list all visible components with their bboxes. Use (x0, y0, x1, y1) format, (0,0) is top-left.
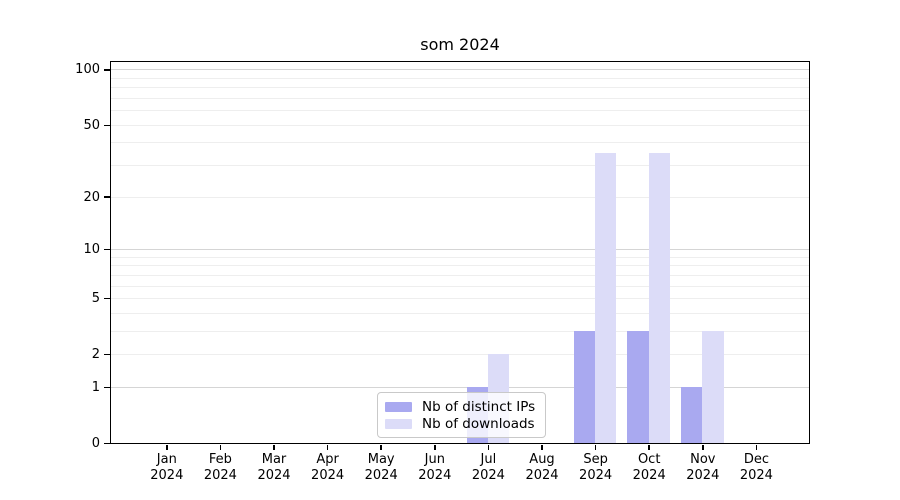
chart-title: som 2024 (420, 35, 500, 54)
minor-gridline (111, 142, 809, 144)
major-gridline (111, 248, 809, 250)
minor-gridline (111, 312, 809, 314)
x-tick-label: Jul 2024 (471, 452, 505, 483)
minor-gridline (111, 354, 809, 356)
x-tick (702, 444, 704, 450)
x-tick-label: Aug 2024 (525, 452, 559, 483)
bar-distinct-ips-nov (680, 386, 703, 443)
minor-gridline (111, 196, 809, 198)
y-tick-label: 0 (91, 436, 100, 451)
x-tick-label: Oct 2024 (632, 452, 666, 483)
x-tick (434, 444, 436, 450)
major-gridline (111, 69, 809, 71)
y-tick (104, 196, 110, 198)
x-tick (219, 444, 222, 450)
x-tick-label: Mar 2024 (257, 452, 291, 483)
x-tick (487, 444, 490, 450)
bar-downloads-nov (702, 330, 724, 443)
legend-item-distinct-ips: Nb of distinct IPs (385, 399, 536, 415)
y-tick (104, 442, 110, 445)
minor-gridline (111, 87, 809, 89)
legend-item-downloads: Nb of downloads (385, 416, 536, 432)
minor-gridline (111, 330, 809, 332)
x-tick-label: Apr 2024 (311, 452, 345, 483)
x-tick (648, 444, 650, 450)
legend-label-distinct-ips: Nb of distinct IPs (422, 399, 536, 415)
minor-gridline (111, 124, 809, 126)
x-tick-label: May 2024 (364, 452, 398, 483)
y-tick-label: 20 (83, 189, 100, 205)
x-tick-label: Sep 2024 (579, 452, 613, 483)
y-tick-label: 100 (75, 62, 100, 78)
x-tick (273, 444, 275, 450)
minor-gridline (111, 265, 809, 267)
x-tick (594, 444, 597, 450)
y-tick-label: 5 (91, 290, 100, 306)
bar-downloads-oct (648, 152, 671, 443)
major-gridline (111, 386, 809, 388)
x-tick-label: Jun 2024 (418, 452, 452, 483)
minor-gridline (111, 98, 809, 100)
bar-downloads-sep (595, 152, 617, 443)
minor-gridline (111, 256, 809, 258)
legend-label-downloads: Nb of downloads (422, 416, 535, 432)
plot-area (110, 61, 810, 444)
x-tick (755, 444, 758, 450)
x-tick-label: Dec 2024 (739, 452, 773, 483)
minor-gridline (111, 274, 809, 276)
y-tick-label: 2 (91, 347, 100, 363)
minor-gridline (111, 110, 809, 112)
legend: Nb of distinct IPs Nb of downloads (377, 392, 546, 438)
y-tick (104, 124, 110, 127)
bar-distinct-ips-oct (627, 330, 649, 443)
y-tick-label: 10 (83, 241, 100, 257)
x-tick-label: Jan 2024 (150, 452, 184, 483)
minor-gridline (111, 297, 809, 299)
x-tick (380, 444, 382, 450)
distinct-ips-swatch-icon (385, 402, 412, 412)
y-tick-label: 50 (83, 117, 100, 133)
y-tick (104, 353, 110, 356)
x-tick-label: Nov 2024 (686, 452, 720, 483)
minor-gridline (111, 285, 809, 287)
bar-distinct-ips-sep (573, 330, 596, 443)
x-tick-label: Feb 2024 (203, 452, 237, 483)
y-tick-label: 1 (91, 379, 100, 395)
downloads-swatch-icon (385, 419, 412, 429)
x-tick (326, 444, 329, 450)
x-tick (166, 444, 168, 450)
y-tick (104, 69, 110, 71)
minor-gridline (111, 165, 809, 167)
minor-gridline (111, 77, 809, 79)
y-tick (104, 297, 110, 300)
y-tick (104, 386, 110, 389)
x-tick (541, 444, 543, 450)
y-tick (104, 248, 110, 251)
